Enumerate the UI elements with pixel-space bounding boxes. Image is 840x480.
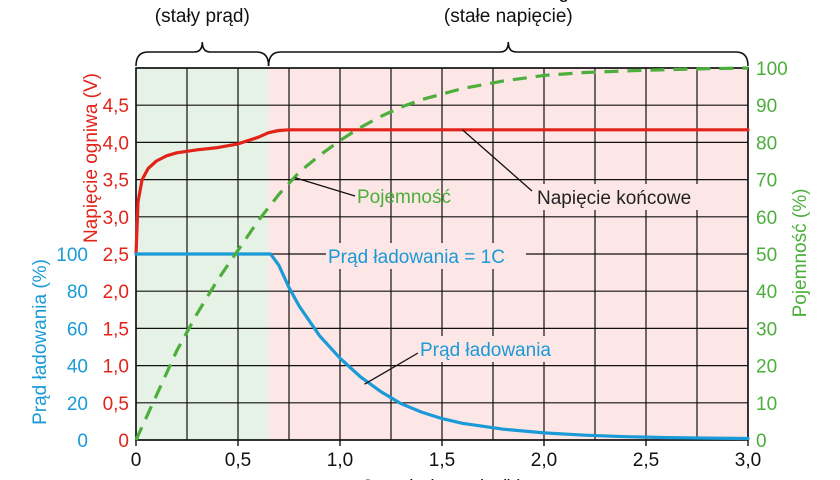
series-line-current xyxy=(134,252,750,441)
x-tick-label: 1,0 xyxy=(327,450,353,471)
x-tick-label: 0,5 xyxy=(225,450,251,471)
capacity-tick-label: 30 xyxy=(756,319,777,340)
voltage-tick-label: 0,5 xyxy=(103,394,129,415)
voltage-tick-label: 4,0 xyxy=(103,133,129,154)
capacity-tick-label: 20 xyxy=(756,357,777,378)
annotation-label: Napięcie końcowe xyxy=(537,188,691,209)
x-tick-label: 1,5 xyxy=(429,450,455,471)
voltage-axis-title: Napięcie ogniwa (V) xyxy=(81,73,102,243)
series-line-capacity xyxy=(134,66,749,441)
x-tick-label: 2,0 xyxy=(531,450,557,471)
current-tick-label: 40 xyxy=(67,357,88,378)
voltage-tick-label: 2,0 xyxy=(103,282,129,303)
current-tick-label: 60 xyxy=(67,319,88,340)
capacity-tick-label: 60 xyxy=(756,208,777,229)
current-tick-label: 0 xyxy=(77,431,88,452)
voltage-tick-label: 0 xyxy=(118,431,129,452)
annotation-label: Prąd ładowania = 1C xyxy=(328,247,505,268)
capacity-tick-label: 70 xyxy=(756,171,777,192)
phase-bracket-0 xyxy=(135,41,270,67)
voltage-tick-label: 1,5 xyxy=(103,319,129,340)
phase-title-1: Constant voltage xyxy=(437,0,580,3)
x-axis-title: Czas ładowania (h) xyxy=(361,477,524,480)
series-line-voltage xyxy=(134,128,750,256)
phase-title-0: Constant current xyxy=(132,0,273,3)
voltage-tick-label: 4,5 xyxy=(103,96,129,117)
capacity-tick-label: 50 xyxy=(756,245,777,266)
x-tick-label: 3,0 xyxy=(735,450,761,471)
capacity-tick-label: 0 xyxy=(756,431,767,452)
capacity-tick-label: 100 xyxy=(756,59,788,80)
x-tick-label: 2,5 xyxy=(633,450,659,471)
phase-subtitle-1: (stałe napięcie) xyxy=(444,6,573,27)
capacity-tick-label: 90 xyxy=(756,96,777,117)
current-tick-label: 80 xyxy=(67,282,88,303)
x-tick-label: 0 xyxy=(131,450,142,471)
annotation-leader xyxy=(364,352,419,385)
current-axis-title: Prąd ładowania (%) xyxy=(30,259,51,425)
annotation-leader xyxy=(461,129,533,192)
annotation-background xyxy=(326,243,526,269)
phase-bracket-1 xyxy=(267,41,749,67)
capacity-tick-label: 80 xyxy=(756,133,777,154)
current-tick-label: 100 xyxy=(56,245,88,266)
annotation-label: Pojemność xyxy=(357,187,451,208)
annotation-background xyxy=(418,336,568,362)
current-tick-label: 20 xyxy=(67,394,88,415)
capacity-tick-label: 40 xyxy=(756,282,777,303)
phase-subtitle-0: (stały prąd) xyxy=(155,6,250,27)
annotation-leader xyxy=(294,177,356,197)
voltage-tick-label: 1,0 xyxy=(103,357,129,378)
annotation-background xyxy=(533,184,711,210)
capacity-axis-title: Pojemność (%) xyxy=(790,189,811,318)
voltage-tick-label: 3,0 xyxy=(103,208,129,229)
annotation-label: Prąd ładowania xyxy=(420,340,551,361)
capacity-tick-label: 10 xyxy=(756,394,777,415)
voltage-tick-label: 3,5 xyxy=(103,171,129,192)
voltage-tick-label: 2,5 xyxy=(103,245,129,266)
